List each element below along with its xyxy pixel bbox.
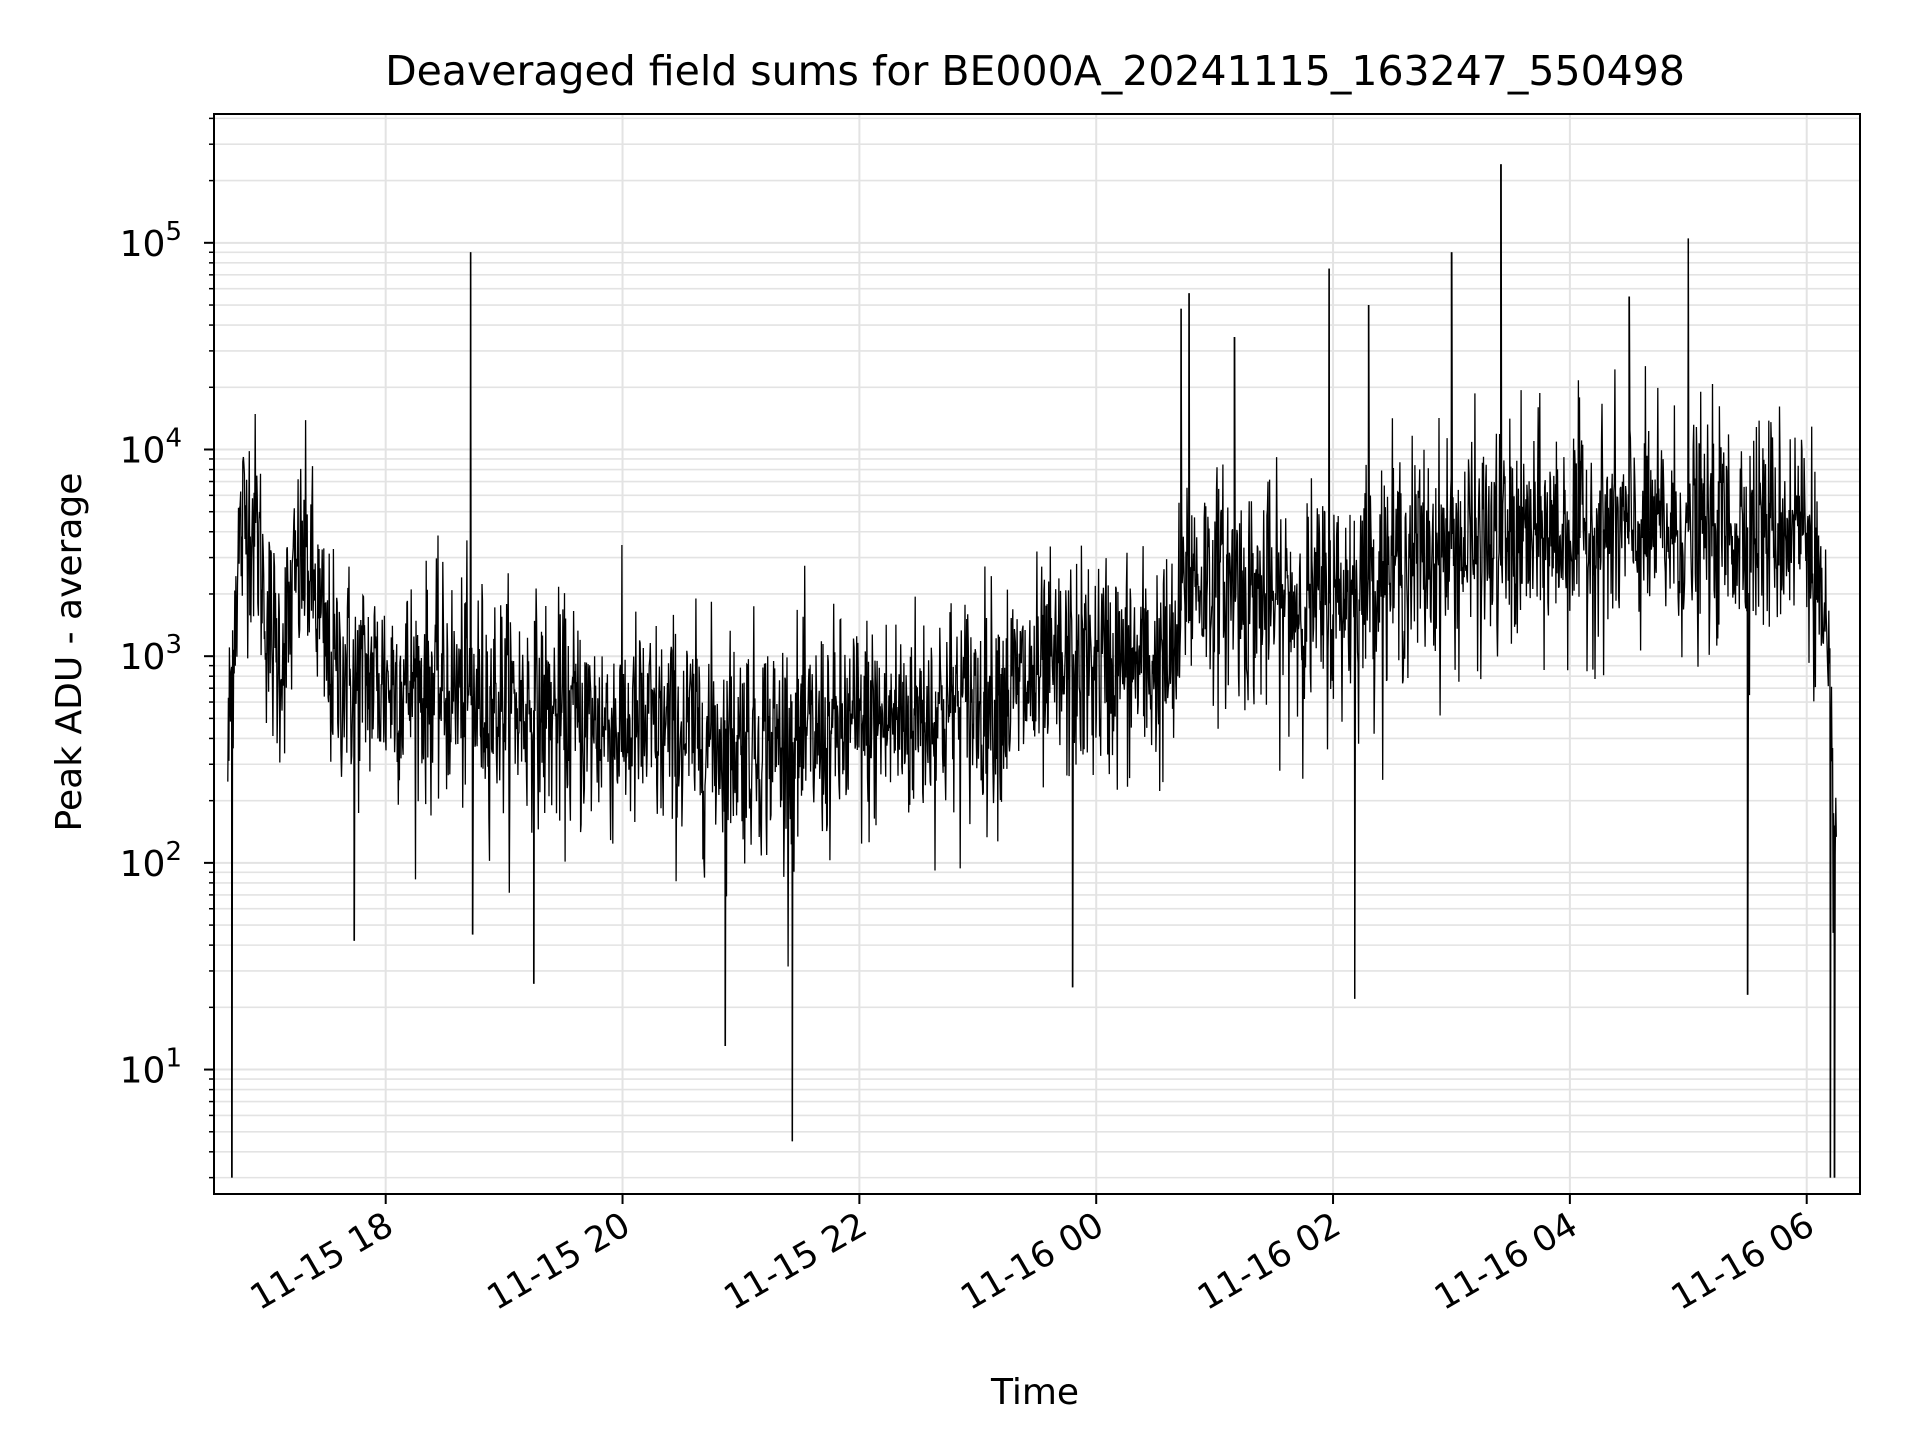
- plot-frame: [213, 113, 1861, 1195]
- y-tick-label-base: 105: [120, 217, 182, 265]
- y-axis-label: Peak ADU - average: [49, 473, 90, 832]
- series-layer: [227, 164, 1837, 1178]
- y-tick-label-exponent: 2: [165, 837, 182, 867]
- y-tick-label-exponent: 5: [165, 217, 182, 247]
- grid: [214, 114, 1860, 1194]
- y-tick-label-base: 102: [120, 837, 182, 885]
- series-line: [227, 164, 1837, 1178]
- y-tick-label: 102: [120, 837, 182, 885]
- chart-title: Deaveraged field sums for BE000A_2024111…: [385, 47, 1685, 95]
- y-tick-label: 103: [120, 630, 182, 678]
- y-tick-label: 105: [120, 217, 182, 265]
- x-axis-label: Time: [990, 1372, 1079, 1413]
- y-tick-label-base: 103: [120, 630, 182, 678]
- y-tick-label-exponent: 4: [165, 424, 182, 454]
- y-tick-label-exponent: 1: [165, 1044, 182, 1074]
- y-tick-label-exponent: 3: [165, 630, 182, 660]
